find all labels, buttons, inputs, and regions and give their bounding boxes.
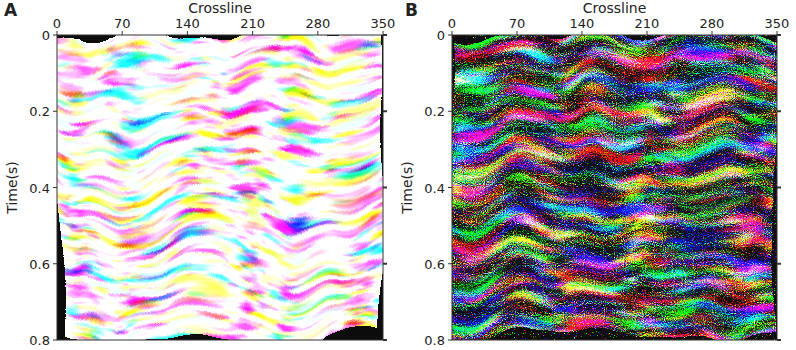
x-tick (122, 31, 123, 35)
y-tick (53, 187, 57, 188)
y-tick-label: 0.4 (29, 181, 50, 196)
y-tick-right (383, 110, 387, 112)
y-tick-label: 0.4 (424, 181, 445, 196)
panel-label: B (405, 0, 418, 20)
x-tick (647, 31, 648, 35)
y-tick-label: 0.6 (29, 257, 50, 272)
y-tick-right (777, 34, 781, 36)
seismic-image (57, 35, 383, 340)
y-axis-label: Time(s) (4, 161, 20, 214)
y-tick-label: 0.8 (29, 333, 50, 348)
y-tick-right (383, 34, 387, 36)
x-tick (252, 31, 253, 35)
y-tick (448, 263, 452, 264)
x-tick-label: 280 (700, 16, 725, 31)
y-tick (448, 35, 452, 36)
x-tick-label: 70 (509, 16, 526, 31)
x-tick-label: 350 (765, 16, 790, 31)
y-tick-right (777, 263, 781, 265)
x-tick (317, 31, 318, 35)
x-tick (187, 31, 188, 35)
y-tick-label: 0.2 (424, 104, 445, 119)
y-axis-label: Time(s) (399, 161, 415, 214)
x-tick (517, 31, 518, 35)
y-tick-right (777, 187, 781, 189)
plot-frame (57, 35, 383, 340)
y-tick-label: 0.8 (424, 333, 445, 348)
y-tick (53, 111, 57, 112)
y-tick (53, 35, 57, 36)
seismic-image (452, 35, 777, 340)
y-tick-right (777, 339, 781, 341)
y-tick-right (383, 187, 387, 189)
y-tick (448, 340, 452, 341)
y-tick-right (383, 263, 387, 265)
x-tick-label: 0 (53, 16, 61, 31)
plot-frame (452, 35, 777, 340)
x-tick-label: 210 (635, 16, 660, 31)
figure: A Crossline Time(s) 0 70 140 210 280 350 0 0.2 0.4 0… (0, 0, 796, 350)
y-tick (53, 340, 57, 341)
y-tick-label: 0.2 (29, 104, 50, 119)
y-tick (448, 187, 452, 188)
x-tick-label: 140 (175, 16, 200, 31)
x-tick-label: 280 (305, 16, 330, 31)
x-tick (582, 31, 583, 35)
y-tick (448, 111, 452, 112)
y-tick (53, 263, 57, 264)
y-tick-right (383, 339, 387, 341)
x-tick-label: 140 (570, 16, 595, 31)
y-tick-right (777, 110, 781, 112)
panel-label: A (4, 0, 18, 20)
x-axis-label: Crossline (188, 0, 252, 16)
y-tick-label: 0.6 (424, 257, 445, 272)
x-tick (452, 31, 453, 35)
x-axis-label: Crossline (583, 0, 647, 16)
x-tick (57, 31, 58, 35)
x-tick (712, 31, 713, 35)
y-tick-label: 0 (437, 28, 445, 43)
x-tick-label: 210 (240, 16, 265, 31)
x-tick-label: 0 (448, 16, 456, 31)
x-tick-label: 350 (371, 16, 396, 31)
x-tick-label: 70 (114, 16, 131, 31)
y-tick-label: 0 (42, 28, 50, 43)
